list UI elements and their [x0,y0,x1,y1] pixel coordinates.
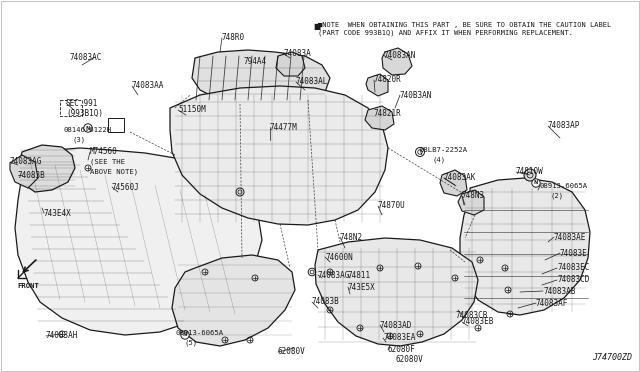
Text: 62080V: 62080V [396,356,424,365]
Circle shape [532,179,540,187]
Bar [108,118,124,132]
Circle shape [524,169,536,181]
Polygon shape [276,52,305,76]
Text: 74083EB: 74083EB [462,317,494,327]
Text: 74821R: 74821R [373,109,401,119]
Text: (SEE THE: (SEE THE [90,159,125,165]
Text: 74083AD: 74083AD [380,321,412,330]
Text: 51150M: 51150M [178,106,205,115]
Text: 794A4: 794A4 [243,58,266,67]
Text: 74560J: 74560J [112,183,140,192]
Text: (3): (3) [72,137,85,143]
Text: 74083AH: 74083AH [46,331,78,340]
Text: 74083AK: 74083AK [444,173,476,183]
Text: (4): (4) [432,157,445,163]
Text: 74083AN: 74083AN [383,51,415,60]
Polygon shape [458,190,484,215]
Text: ■NOTE  WHEN OBTAINING THIS PART , BE SURE TO OBTAIN THE CAUTION LABEL: ■NOTE WHEN OBTAINING THIS PART , BE SURE… [318,22,611,28]
Text: ABOVE NOTE): ABOVE NOTE) [90,169,138,175]
Text: 08LB7-2252A: 08LB7-2252A [420,147,468,153]
Text: 74477M: 74477M [270,122,298,131]
Bar [60,100,82,116]
Text: 74600N: 74600N [325,253,353,262]
Text: 0B913-6065A: 0B913-6065A [175,330,223,336]
Text: 743E4X: 743E4X [44,208,72,218]
Text: FRONT: FRONT [17,283,39,289]
Text: 748N3: 748N3 [462,192,485,201]
Circle shape [84,124,92,132]
Text: 74083AG: 74083AG [10,157,42,167]
Text: 74083AG: 74083AG [318,270,350,279]
Text: (993B1Q): (993B1Q) [66,109,103,118]
Text: 74083E: 74083E [560,248,588,257]
Polygon shape [10,155,38,188]
Text: 748R0: 748R0 [222,33,245,42]
Polygon shape [382,48,412,75]
Text: 74083AB: 74083AB [543,286,575,295]
Text: (PART CODE 993B1Q) AND AFFIX IT WHEN PERFORMING REPLACEMENT.: (PART CODE 993B1Q) AND AFFIX IT WHEN PER… [318,30,573,36]
Text: 74083B: 74083B [18,170,45,180]
Text: (5): (5) [185,340,198,346]
Polygon shape [170,86,388,225]
Polygon shape [172,255,295,346]
Text: 74870U: 74870U [378,202,406,211]
Text: M74560: M74560 [90,148,118,157]
Text: 62080V: 62080V [278,347,306,356]
Text: 74083AC: 74083AC [69,52,101,61]
Polygon shape [192,50,330,104]
Text: 74083B: 74083B [312,298,340,307]
Text: 08913-6065A: 08913-6065A [540,183,588,189]
Polygon shape [366,74,388,96]
Text: 740B3AN: 740B3AN [400,90,433,99]
Text: 74083AF: 74083AF [536,298,568,308]
Text: 74811: 74811 [348,270,371,279]
Text: ■: ■ [313,22,320,31]
Text: J74700ZD: J74700ZD [592,353,632,362]
Text: SEC.991: SEC.991 [66,99,99,108]
Text: N: N [534,180,538,186]
Text: 74083AL: 74083AL [296,77,328,87]
Text: 74083AP: 74083AP [548,122,580,131]
Polygon shape [440,170,467,196]
Polygon shape [460,178,590,315]
Text: 743E5X: 743E5X [348,282,376,292]
Text: 74083AA: 74083AA [132,81,164,90]
Text: 74810W: 74810W [516,167,544,176]
Text: 748N2: 748N2 [340,232,363,241]
Polygon shape [315,238,478,346]
Text: 74083AE: 74083AE [554,232,586,241]
Text: N: N [183,333,187,337]
Polygon shape [365,106,394,130]
Text: 74083CD: 74083CD [557,276,589,285]
Text: 08146-6122H: 08146-6122H [63,127,111,133]
Text: 74083CB: 74083CB [456,311,488,320]
Text: 62080F: 62080F [388,346,416,355]
Circle shape [181,331,189,339]
Text: (2): (2) [550,193,563,199]
Polygon shape [18,145,75,192]
Text: 74820R: 74820R [374,76,402,84]
Text: 74083EA: 74083EA [383,334,415,343]
Text: 74083A: 74083A [283,48,311,58]
Text: 74083EC: 74083EC [557,263,589,273]
Polygon shape [15,148,262,335]
Text: N: N [86,125,90,131]
